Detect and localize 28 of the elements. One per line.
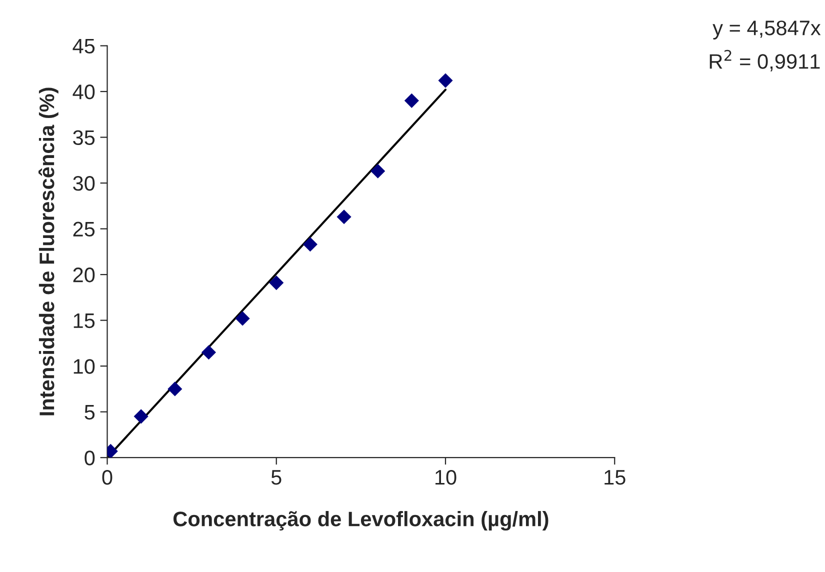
- point: [404, 93, 419, 108]
- point: [168, 382, 182, 396]
- y-tick-label: 30: [73, 176, 95, 191]
- x-tick-label: 5: [271, 470, 282, 485]
- x-tick-label: 10: [436, 470, 456, 485]
- point: [134, 409, 148, 424]
- y-tick-label: 5: [84, 405, 95, 420]
- point: [235, 311, 250, 326]
- text: y = 4,5847x: [712, 20, 821, 40]
- text: R$^{2}$ = 0,9911: [710, 50, 820, 72]
- y-tick-label: 15: [74, 314, 95, 328]
- point: [201, 345, 216, 360]
- y-tick-label: 20: [73, 268, 95, 282]
- y-tick-label: 40: [72, 84, 95, 100]
- y-axis-title: Intensidade de Fluorescência (%): [38, 88, 58, 416]
- point: [336, 210, 352, 224]
- y-tick-label: 10: [74, 359, 95, 374]
- point: [302, 237, 318, 252]
- point: [438, 73, 453, 88]
- y-tick-label: 0: [84, 450, 95, 466]
- y-tick-label: 25: [73, 222, 95, 237]
- y-tick-label: 35: [73, 130, 95, 146]
- x-tick-label: 0: [102, 470, 112, 485]
- x-tick-label: 15: [604, 470, 626, 485]
- y-tick-label: 45: [72, 38, 95, 54]
- point: [370, 164, 386, 178]
- point: [269, 276, 284, 290]
- x-axis-title: Concentração de Levofloxacin (µg/ml): [173, 511, 548, 531]
